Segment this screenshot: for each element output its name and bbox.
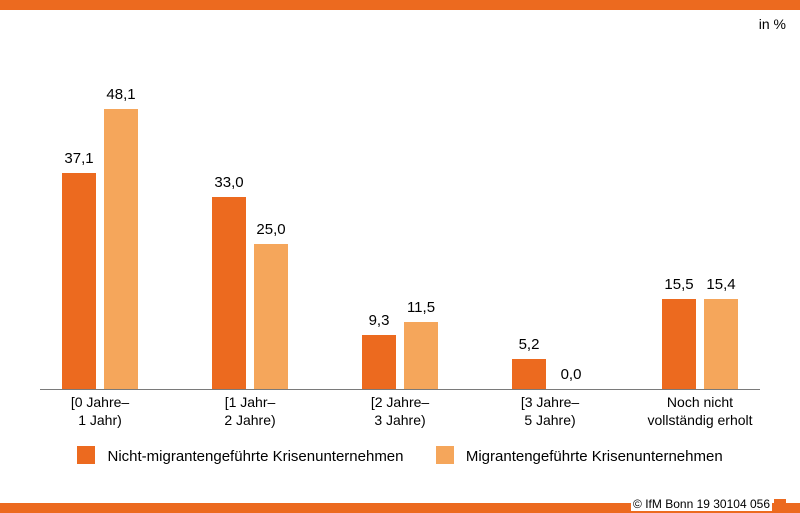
unit-label: in % <box>759 16 786 32</box>
bar <box>704 299 738 389</box>
x-axis-label: [1 Jahr–2 Jahre) <box>190 394 310 429</box>
bar-value-label: 0,0 <box>546 366 596 383</box>
bar-value-label: 33,0 <box>204 174 254 191</box>
copyright-text: © IfM Bonn 19 30104 056 <box>631 497 772 511</box>
legend-swatch-a <box>77 446 95 464</box>
bar-value-label: 25,0 <box>246 221 296 238</box>
legend: Nicht-migrantengeführte Krisenunternehme… <box>0 446 800 465</box>
top-accent-bar <box>0 0 800 10</box>
bar <box>662 299 696 389</box>
copyright-accent-tick <box>774 499 786 513</box>
bar-value-label: 11,5 <box>396 299 446 316</box>
legend-item-a: Nicht-migrantengeführte Krisenunternehme… <box>77 446 403 465</box>
bar <box>62 173 96 389</box>
x-axis-label: [0 Jahre–1 Jahr) <box>40 394 160 429</box>
legend-label-a: Nicht-migrantengeführte Krisenunternehme… <box>108 448 404 465</box>
chart-plot-area: 37,148,133,025,09,311,55,20,015,515,4 <box>40 40 760 390</box>
x-axis-label: [3 Jahre–5 Jahre) <box>490 394 610 429</box>
bar <box>254 244 288 389</box>
bar <box>104 109 138 389</box>
bar <box>404 322 438 389</box>
bar <box>362 335 396 389</box>
x-axis-line <box>40 389 760 390</box>
bar-value-label: 15,4 <box>696 276 746 293</box>
legend-label-b: Migrantengeführte Krisenunternehmen <box>466 448 723 465</box>
x-axis-label: [2 Jahre–3 Jahre) <box>340 394 460 429</box>
x-axis-label: Noch nichtvollständig erholt <box>640 394 760 429</box>
legend-swatch-b <box>436 446 454 464</box>
bar-value-label: 5,2 <box>504 336 554 353</box>
bar <box>212 197 246 389</box>
legend-item-b: Migrantengeführte Krisenunternehmen <box>436 446 723 465</box>
bar <box>512 359 546 389</box>
bar-value-label: 37,1 <box>54 150 104 167</box>
bar-value-label: 48,1 <box>96 86 146 103</box>
